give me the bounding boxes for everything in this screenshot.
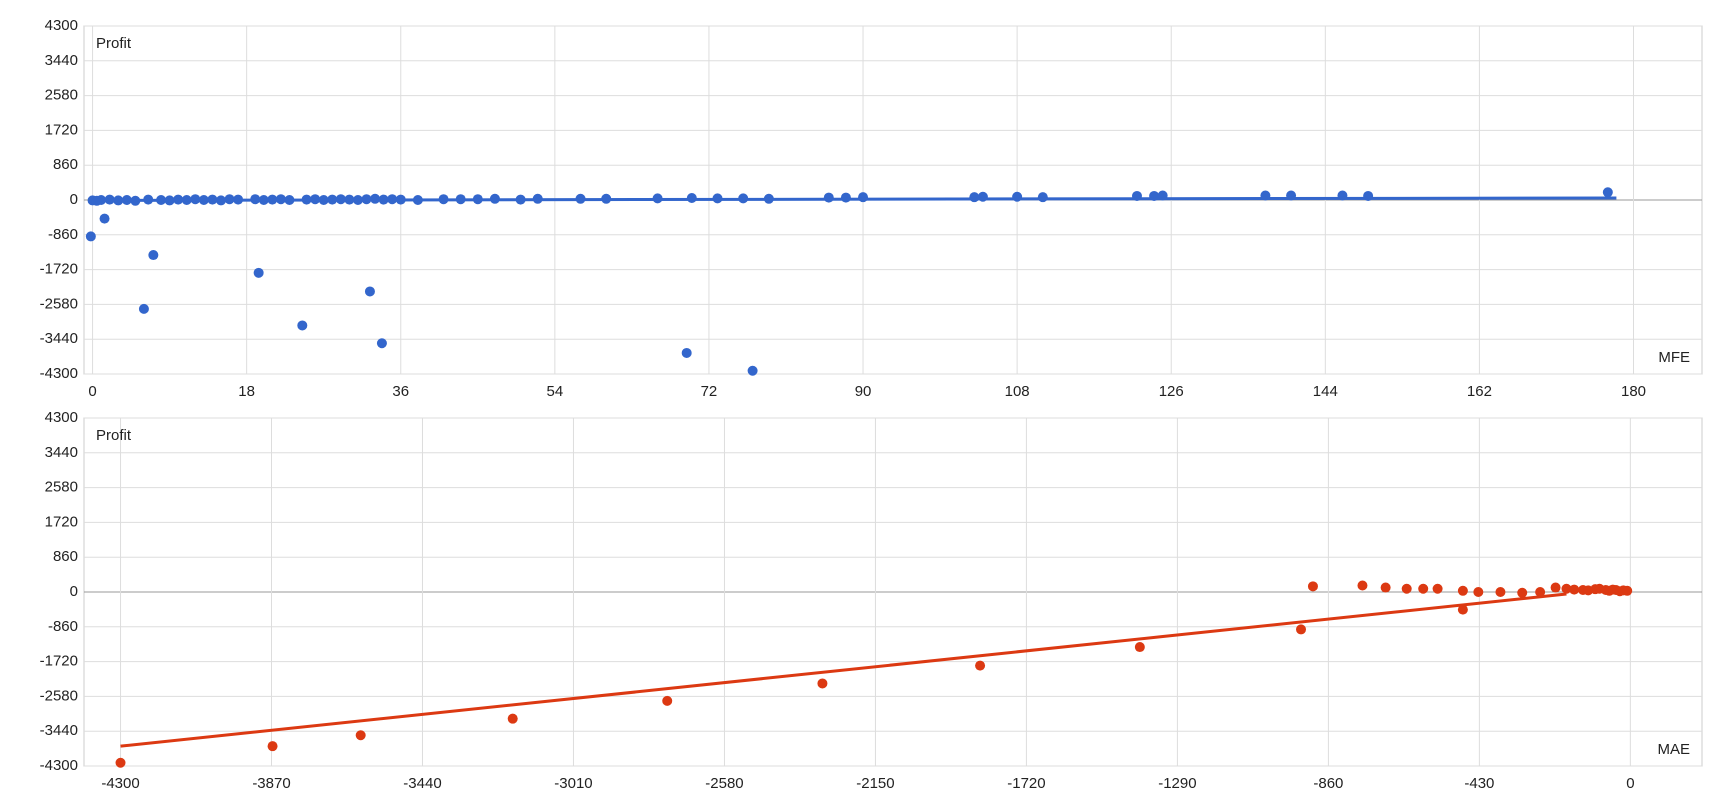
point [1590, 584, 1601, 595]
point [267, 741, 278, 752]
y-tick-label: -3440 [40, 330, 78, 347]
point [1418, 583, 1429, 594]
point [1401, 583, 1412, 594]
point [681, 347, 692, 358]
point [1307, 581, 1318, 592]
x-tick-label: -4300 [101, 775, 139, 792]
y-tick-label: 1720 [45, 121, 78, 138]
point [297, 320, 308, 331]
y-tick-label: -1720 [40, 653, 78, 670]
x-tick-label: 126 [1159, 383, 1184, 400]
point [1432, 583, 1443, 594]
x-tick-label: -2150 [856, 775, 894, 792]
point [99, 213, 110, 224]
x-tick-label: 72 [701, 383, 718, 400]
y-tick-label: 2580 [45, 87, 78, 104]
x-tick-label: -3010 [554, 775, 592, 792]
point [507, 713, 518, 724]
point [1473, 587, 1484, 597]
x-tick-label: 90 [855, 383, 872, 400]
x-tick-label: 162 [1467, 383, 1492, 400]
x-tick-label: -2580 [705, 775, 743, 792]
point [1037, 192, 1048, 203]
point [1380, 582, 1391, 593]
y-tick-label: 0 [70, 583, 78, 600]
x-tick-label: -860 [1313, 775, 1343, 792]
point [355, 730, 366, 741]
point [1535, 587, 1546, 597]
point [817, 678, 828, 689]
x-tick-label: -3870 [252, 775, 290, 792]
point [662, 695, 673, 706]
x-axis-title: MAE [1657, 741, 1690, 758]
y-tick-label: -3440 [40, 722, 78, 739]
point [1561, 583, 1572, 594]
x-tick-label: 36 [392, 383, 409, 400]
point [148, 250, 159, 261]
point [138, 303, 149, 314]
point [1457, 585, 1468, 596]
y-tick-label: 860 [53, 156, 78, 173]
y-tick-label: 860 [53, 548, 78, 565]
y-tick-label: -2580 [40, 687, 78, 704]
y-tick-label: 2580 [45, 479, 78, 496]
point [1550, 582, 1561, 593]
x-tick-label: -1720 [1007, 775, 1045, 792]
point [975, 660, 986, 671]
point [376, 338, 387, 349]
point [1296, 624, 1307, 635]
y-tick-label: -860 [48, 226, 78, 243]
y-tick-label: 4300 [45, 409, 78, 426]
point [823, 192, 834, 203]
y-tick-label: 0 [70, 191, 78, 208]
x-axis-title: MFE [1658, 349, 1690, 366]
y-tick-label: -2580 [40, 295, 78, 312]
y-axis-title: Profit [96, 35, 132, 52]
y-tick-label: -4300 [40, 757, 78, 774]
x-tick-label: 0 [1626, 775, 1634, 792]
point [840, 192, 851, 203]
x-tick-label: 18 [238, 383, 255, 400]
point [1357, 580, 1368, 591]
point [1495, 587, 1506, 597]
point [969, 192, 980, 203]
y-tick-label: 4300 [45, 17, 78, 34]
point [1602, 187, 1613, 198]
trend-line [120, 592, 1567, 748]
point [115, 757, 126, 768]
point [747, 365, 758, 376]
y-tick-label: 3440 [45, 444, 78, 461]
point [1457, 604, 1468, 615]
point [253, 267, 264, 278]
point [364, 286, 375, 297]
y-axis-title: Profit [96, 427, 132, 444]
x-tick-label: 0 [88, 383, 96, 400]
point [1569, 584, 1580, 595]
x-tick-label: -1290 [1158, 775, 1196, 792]
trend-line [92, 196, 1617, 202]
x-tick-label: 54 [547, 383, 564, 400]
x-tick-label: 144 [1313, 383, 1338, 400]
x-tick-label: -430 [1464, 775, 1494, 792]
point [1134, 642, 1145, 653]
point [1618, 585, 1629, 596]
y-tick-label: -4300 [40, 365, 78, 382]
x-tick-label: 108 [1005, 383, 1030, 400]
y-tick-label: 3440 [45, 52, 78, 69]
x-tick-label: -3440 [403, 775, 441, 792]
point [85, 231, 96, 242]
x-tick-label: 180 [1621, 383, 1646, 400]
point [1517, 587, 1528, 598]
y-tick-label: -860 [48, 618, 78, 635]
y-tick-label: 1720 [45, 513, 78, 530]
y-tick-label: -1720 [40, 261, 78, 278]
